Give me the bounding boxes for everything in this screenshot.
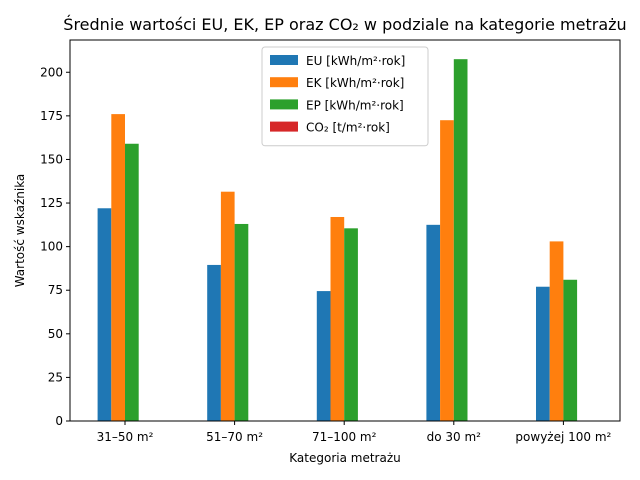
y-tick-label-4: 100 (40, 240, 63, 254)
bar-s0-c1 (207, 264, 221, 421)
x-tick-label-1: 51–70 m² (206, 430, 263, 444)
x-tick-label-0: 31–50 m² (97, 430, 154, 444)
bar-s0-c3 (426, 224, 441, 421)
y-axis-label: Wartość wskaźnika (13, 174, 27, 288)
bar-s1-c2 (330, 216, 345, 421)
bar-s0-c2 (316, 291, 331, 421)
bar-s0-c0 (97, 208, 112, 421)
x-axis-label: Kategoria metrażu (289, 451, 400, 465)
bar-s2-c2 (344, 228, 358, 421)
y-axis-ticks: 0 25 50 75 100 125 150 175 200 (40, 65, 70, 428)
legend-label-0: EU [kWh/m²·rok] (306, 54, 405, 68)
bar-s2-c3 (453, 59, 468, 422)
y-tick-label-1: 25 (48, 370, 63, 384)
x-axis-ticks: 31–50 m² 51–70 m² 71–100 m² do 30 m² powyżej… (97, 421, 612, 444)
bars-group (97, 59, 591, 422)
bar-s1-c1 (220, 191, 235, 421)
legend-box (261, 46, 429, 147)
x-tick-label-3: do 30 m² (427, 430, 482, 444)
bar-s2-c1 (234, 223, 249, 421)
bar-s2-c0 (125, 143, 139, 421)
legend: EU [kWh/m²·rok] EK [kWh/m²·rok] EP [kWh/m²… (261, 46, 429, 147)
legend-swatch-1 (270, 77, 298, 88)
y-tick-label-7: 175 (40, 109, 63, 123)
bar-s1-c0 (111, 114, 125, 422)
y-tick-label-2: 50 (48, 327, 63, 341)
legend-label-3: CO₂ [t/m²·rok] (306, 121, 390, 135)
bar-s2-c4 (563, 279, 578, 421)
plot-frame (69, 39, 621, 422)
y-tick-label-6: 150 (40, 152, 63, 166)
y-tick-label-3: 75 (48, 283, 63, 297)
x-tick-label-2: 71–100 m² (312, 430, 377, 444)
legend-label-2: EP [kWh/m²·rok] (306, 98, 404, 112)
y-tick-label-5: 125 (40, 196, 63, 210)
bar-s1-c3 (440, 120, 454, 422)
bar-s0-c4 (536, 286, 550, 421)
legend-swatch-3 (270, 121, 298, 132)
legend-label-1: EK [kWh/m²·rok] (306, 76, 404, 90)
x-tick-label-4: powyżej 100 m² (515, 430, 611, 444)
legend-swatch-0 (270, 55, 298, 65)
legend-swatch-2 (270, 99, 298, 110)
bar-s1-c4 (549, 241, 564, 421)
y-tick-label-8: 200 (40, 65, 63, 79)
chart-title: Średnie wartości EU, EK, EP oraz CO₂ w p… (63, 15, 626, 34)
y-tick-label-0: 0 (55, 414, 63, 428)
